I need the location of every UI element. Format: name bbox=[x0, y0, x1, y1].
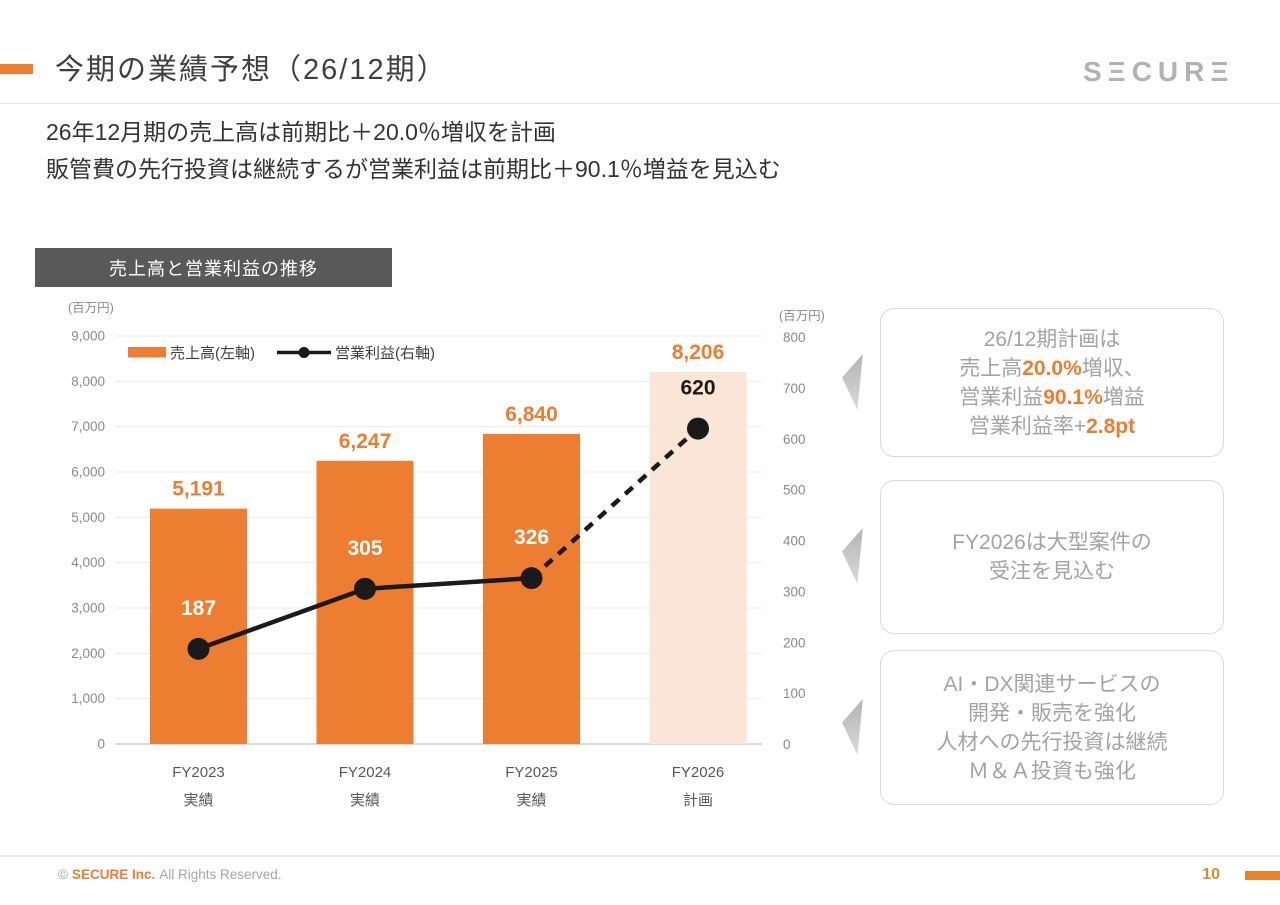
x-label-FY2024: FY2024 bbox=[339, 764, 392, 781]
svg-text:100: 100 bbox=[783, 686, 806, 701]
title-accent-bar bbox=[0, 64, 33, 74]
svg-text:600: 600 bbox=[783, 432, 806, 447]
profit-line: 187 305 326 620 bbox=[181, 377, 716, 660]
page-number: 10 bbox=[1202, 866, 1220, 883]
x-label-FY2025: FY2025 bbox=[505, 764, 558, 781]
copyright-rights: All Rights Reserved. bbox=[159, 867, 282, 882]
svg-text:400: 400 bbox=[783, 534, 806, 549]
page-number-accent-bar bbox=[1245, 871, 1280, 880]
profit-value-label: 326 bbox=[514, 526, 549, 549]
svg-text:8,000: 8,000 bbox=[71, 374, 105, 389]
svg-text:0: 0 bbox=[783, 737, 791, 752]
legend: 売上高(左軸) 営業利益(右軸) bbox=[128, 345, 435, 362]
svg-text:500: 500 bbox=[783, 483, 806, 498]
bar-value-label: 6,840 bbox=[505, 403, 558, 426]
svg-text:1,000: 1,000 bbox=[71, 691, 105, 706]
legend-bar-label: 売上高(左軸) bbox=[170, 345, 255, 362]
svg-text:6,000: 6,000 bbox=[71, 465, 105, 480]
svg-text:4,000: 4,000 bbox=[71, 555, 105, 570]
x-sublabel-FY2024: 実績 bbox=[350, 792, 380, 809]
svg-text:700: 700 bbox=[783, 381, 806, 396]
x-sublabel-FY2023: 実績 bbox=[183, 792, 213, 809]
svg-text:200: 200 bbox=[783, 635, 806, 650]
right-axis-ticks: 0 100 200 300 400 500 600 700 800 bbox=[783, 330, 806, 752]
svg-text:9,000: 9,000 bbox=[71, 329, 105, 344]
callout-plan-summary: 26/12期計画は 売上高20.0%増収、 営業利益90.1%増益 営業利益率+2.8… bbox=[880, 308, 1224, 457]
svg-text:0: 0 bbox=[97, 737, 105, 752]
right-axis-unit: (百万円) bbox=[779, 309, 825, 323]
copyright-company: SECURE Inc. bbox=[71, 867, 156, 882]
legend-bar-swatch bbox=[128, 347, 166, 358]
profit-point-FY2024 bbox=[354, 577, 376, 600]
copyright-symbol: © bbox=[58, 867, 68, 882]
bar-FY2023 bbox=[150, 508, 247, 744]
slide-message-line2: 販管費の先行投資は継続するが営業利益は前期比＋90.1％増益を見込む bbox=[46, 156, 781, 182]
callout-large-orders-text: FY2026は大型案件の 受注を見込む bbox=[952, 531, 1152, 583]
company-logo: SΞCURΞ bbox=[1083, 56, 1235, 87]
x-sublabel-FY2026: 計画 bbox=[683, 792, 713, 809]
legend-line-label: 営業利益(右軸) bbox=[335, 345, 435, 362]
x-sublabel-FY2025: 実績 bbox=[516, 792, 546, 809]
x-label-FY2023: FY2023 bbox=[172, 764, 225, 781]
x-label-FY2026: FY2026 bbox=[672, 764, 725, 781]
left-axis-unit: (百万円) bbox=[68, 301, 114, 315]
x-axis-labels: FY2023 実績 FY2024 実績 FY2025 実績 FY2026 計画 bbox=[172, 764, 724, 809]
callout-investment-policy: AI・DX関連サービスの 開発・販売を強化 人材への先行投資は継続 Ｍ＆Ａ投資も強化 bbox=[880, 650, 1224, 805]
slide-message-line1: 26年12月期の売上高は前期比＋20.0％増収を計画 bbox=[46, 119, 556, 145]
bar-value-label: 6,247 bbox=[339, 430, 392, 453]
profit-point-FY2025 bbox=[520, 567, 543, 590]
slide-message: 26年12月期の売上高は前期比＋20.0％増収を計画 販管費の先行投資は継続する… bbox=[46, 114, 781, 188]
svg-text:7,000: 7,000 bbox=[71, 419, 105, 434]
profit-value-label: 305 bbox=[347, 537, 382, 560]
profit-value-label: 620 bbox=[680, 377, 715, 400]
left-axis-ticks: 0 1,000 2,000 3,000 4,000 5,000 6,000 7,000 8,00… bbox=[71, 329, 105, 752]
callout-investment-policy-text: AI・DX関連サービスの 開発・販売を強化 人材への先行投資は継続 Ｍ＆Ａ投資も強化 bbox=[936, 672, 1168, 783]
callout-large-orders: FY2026は大型案件の 受注を見込む bbox=[880, 480, 1224, 634]
profit-point-FY2026 bbox=[687, 417, 709, 440]
page-title: 今期の業績予想（26/12期） bbox=[55, 54, 448, 86]
svg-text:3,000: 3,000 bbox=[71, 601, 105, 616]
callout-plan-summary-text: 26/12期計画は 売上高20.0%増収、 営業利益90.1%増益 営業利益率+2.8… bbox=[959, 327, 1145, 438]
svg-text:800: 800 bbox=[783, 330, 806, 345]
profit-value-label: 187 bbox=[181, 597, 216, 620]
chart-title: 売上高と営業利益の推移 bbox=[35, 248, 392, 287]
copyright: © SECURE Inc. All Rights Reserved. bbox=[58, 867, 282, 882]
header-divider bbox=[0, 103, 1280, 104]
footer-divider bbox=[0, 855, 1280, 857]
profit-point-FY2023 bbox=[187, 637, 210, 660]
bar-value-label: 5,191 bbox=[172, 478, 225, 501]
revenue-profit-chart: (百万円) (百万円) 0 1,000 2,000 3,000 4,000 5,000 6,00… bbox=[68, 301, 825, 809]
svg-text:2,000: 2,000 bbox=[71, 646, 105, 661]
svg-text:5,000: 5,000 bbox=[71, 510, 105, 525]
revenue-bars: 5,191 6,247 6,840 8,206 bbox=[150, 341, 747, 744]
svg-text:300: 300 bbox=[783, 584, 806, 599]
bar-value-label: 8,206 bbox=[672, 341, 725, 364]
